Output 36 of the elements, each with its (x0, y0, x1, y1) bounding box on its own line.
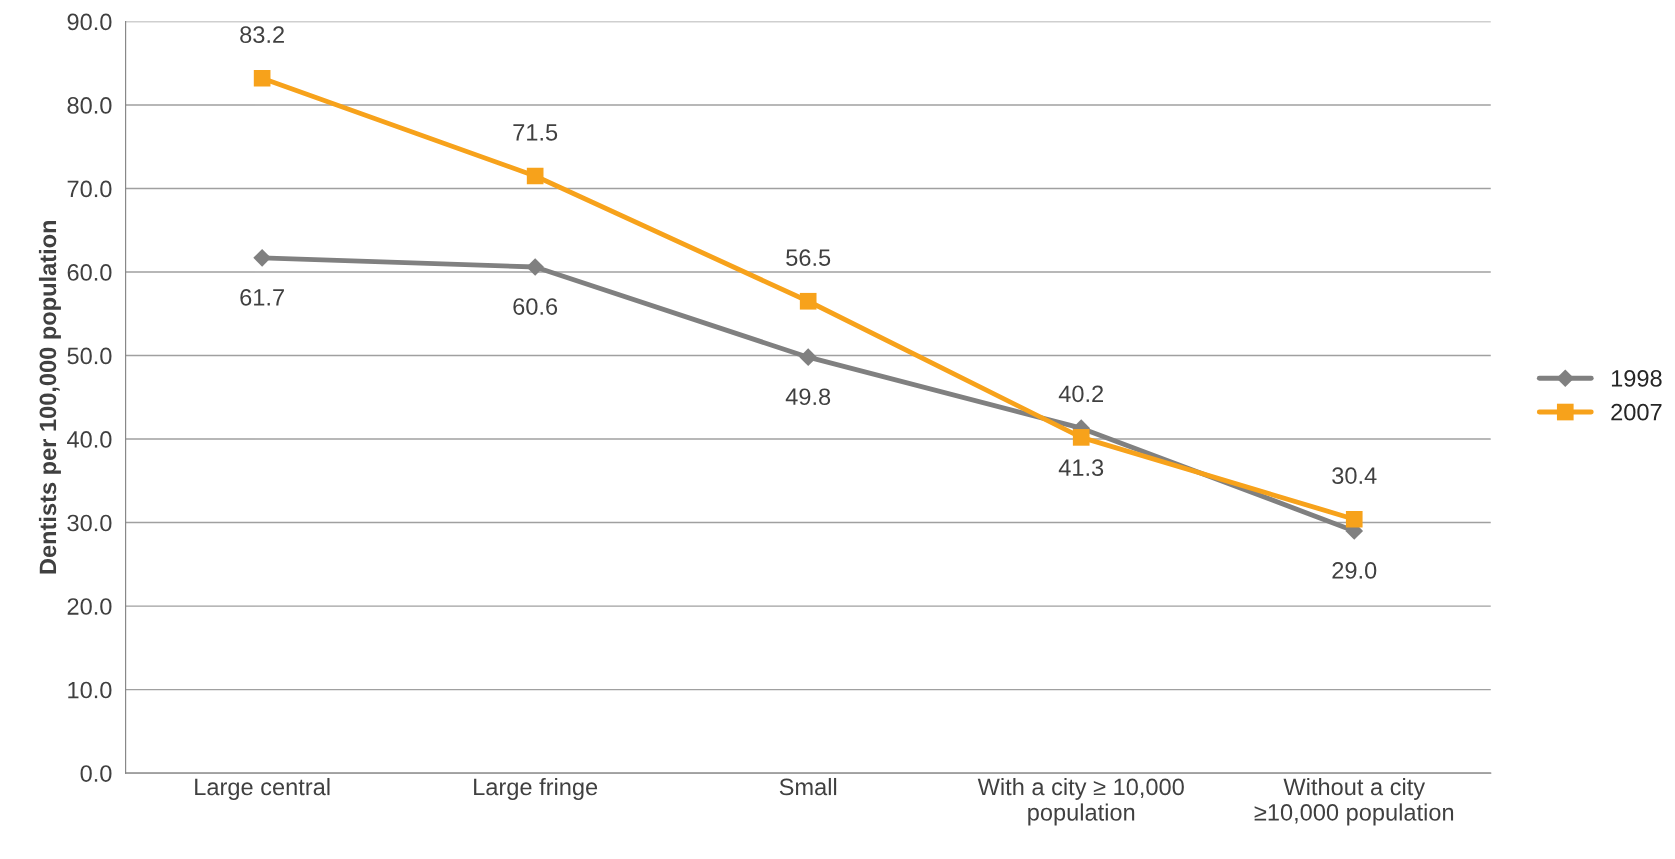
data-label: 71.5 (513, 124, 558, 141)
y-tick-label: 30.0 (67, 514, 112, 532)
y-tick-label: 40.0 (67, 431, 112, 448)
point (1345, 510, 1363, 528)
data-label: 30.4 (1332, 467, 1377, 484)
data-label: 29.0 (1332, 562, 1377, 579)
data-label: 41.3 (1058, 459, 1104, 477)
y-tick-label: 80.0 (67, 97, 112, 114)
point (526, 167, 544, 185)
point (1072, 429, 1090, 446)
point (526, 258, 544, 276)
x-tick-label: Large fringe (474, 777, 598, 800)
y-tick-label: 90.0 (67, 13, 112, 31)
data-label: 61.7 (240, 289, 284, 306)
x-tick-label: Small (779, 777, 837, 796)
x-tick-label: Large central (195, 777, 330, 800)
data-label: 83.2 (240, 26, 284, 44)
legend-label: 2007 (1611, 403, 1662, 421)
legend-label: 1998 (1611, 370, 1662, 387)
y-tick-label: 0.0 (80, 765, 112, 782)
data-label: 49.8 (785, 388, 831, 406)
x-tick-label: Without a city ≥10,000 population (1254, 777, 1454, 826)
y-tick-label: 70.0 (67, 180, 112, 198)
x-tick-label: With a city ≥ 10,000 population (977, 777, 1184, 826)
point (799, 348, 818, 367)
point (799, 292, 817, 310)
y-axis-title: Dentists per 100,000 population (38, 220, 61, 574)
data-label: 40.2 (1058, 385, 1104, 403)
y-tick-label: 60.0 (67, 264, 112, 281)
y-tick-label: 50.0 (67, 347, 112, 365)
y-tick-label: 20.0 (67, 598, 112, 615)
point (253, 69, 271, 87)
point (253, 248, 271, 267)
data-label: 56.5 (786, 249, 831, 267)
y-tick-label: 10.0 (68, 681, 112, 699)
data-label: 60.6 (513, 298, 558, 315)
